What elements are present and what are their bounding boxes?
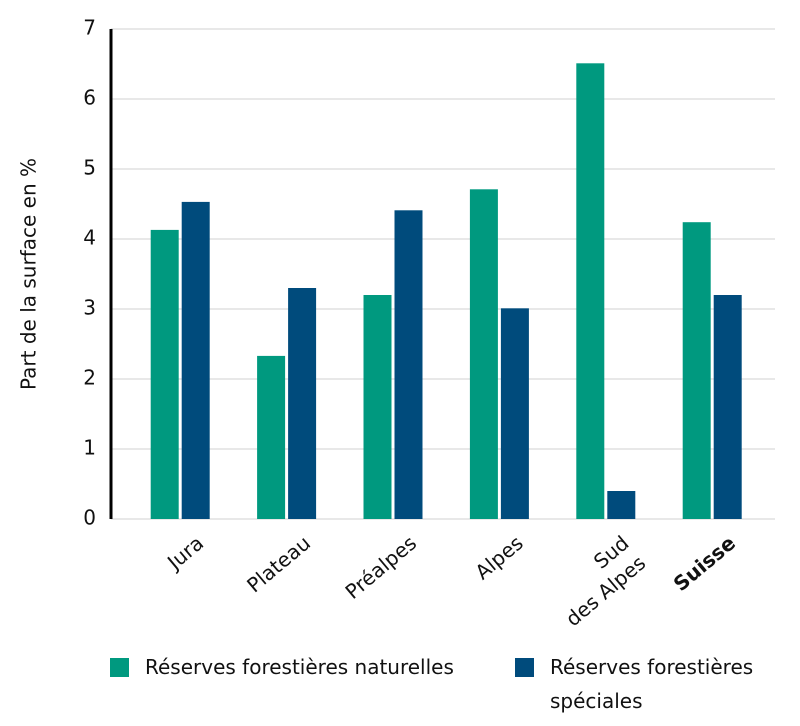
bar [363, 295, 392, 519]
legend-swatch [110, 658, 129, 677]
bar [682, 222, 711, 519]
bar [257, 355, 286, 519]
bar [150, 229, 179, 519]
bar [181, 201, 210, 519]
bar [500, 308, 529, 519]
bar [469, 189, 498, 520]
y-tick-label: 5 [83, 156, 96, 180]
legend-label: Réserves forestières spéciales [550, 655, 754, 713]
y-tick-label: 4 [83, 226, 96, 250]
bar [607, 491, 636, 519]
legend-swatch [515, 658, 534, 677]
y-tick-label: 3 [83, 296, 96, 320]
y-tick-label: 6 [83, 86, 96, 110]
y-tick-label: 0 [83, 506, 96, 530]
bar [394, 210, 423, 520]
bar [576, 63, 605, 520]
bar [713, 295, 742, 519]
legend-label: Réserves forestières naturelles [145, 655, 454, 679]
y-tick-label: 7 [83, 16, 96, 40]
y-tick-label: 2 [83, 366, 96, 390]
y-tick-label: 1 [83, 436, 96, 460]
bar [288, 288, 317, 519]
y-axis-label: Part de la surface en % [17, 158, 41, 390]
